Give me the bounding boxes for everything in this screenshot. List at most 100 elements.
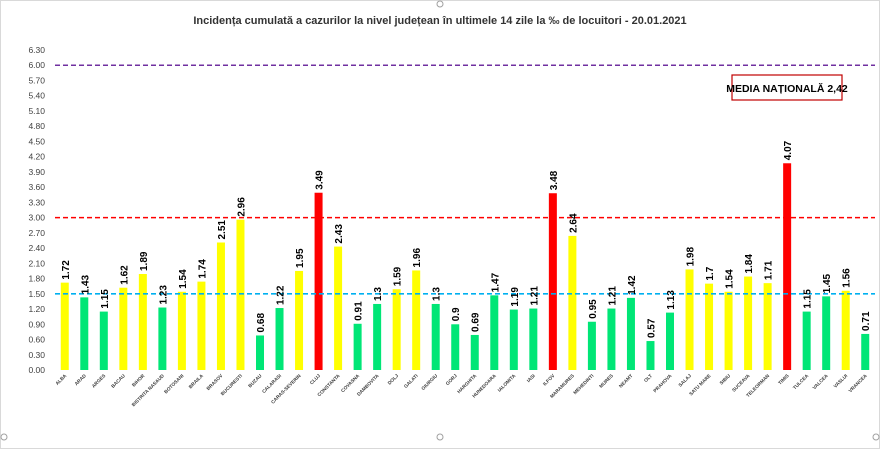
y-tick-label: 4.80 [28, 121, 45, 131]
value-label: 0.57 [646, 318, 657, 338]
value-label: 2.64 [568, 213, 579, 233]
chart-title: Incidența cumulată a cazurilor la nivel … [193, 15, 686, 27]
y-tick-label: 6.00 [28, 60, 45, 70]
value-label: 1.56 [842, 268, 853, 288]
value-label: 1.43 [80, 274, 91, 294]
y-tick-label: 0.30 [28, 350, 45, 360]
x-tick-label: OLT [643, 373, 654, 384]
bar [431, 303, 440, 370]
y-tick-label: 4.20 [28, 152, 45, 162]
bar [138, 274, 147, 370]
value-label: 1.74 [197, 259, 208, 279]
value-label: 1.98 [686, 247, 697, 267]
value-label: 1.84 [744, 254, 755, 274]
bar [685, 269, 694, 370]
value-labels: 1.72 1.43 1.15 1.62 1.89 1.23 1.54 1.74 2.51 2.96… [61, 140, 872, 338]
y-tick-label: 1.50 [28, 289, 45, 299]
bar [158, 307, 167, 370]
y-tick-label: 5.10 [28, 106, 45, 116]
bar [744, 276, 753, 370]
bar [373, 303, 382, 370]
value-label: 2.96 [236, 197, 247, 217]
value-label: 1.23 [158, 285, 169, 305]
bar [275, 308, 284, 370]
bar [626, 297, 635, 370]
resize-handle-bottom-left[interactable] [0, 433, 8, 441]
y-tick-label: 2.70 [28, 228, 45, 238]
value-label: 1.3 [432, 287, 443, 301]
value-label: 1.45 [822, 273, 833, 293]
y-tick-label: 0.00 [28, 365, 45, 375]
value-label: 1.59 [393, 266, 404, 286]
value-label: 1.95 [295, 248, 306, 268]
bar [314, 192, 323, 370]
value-label: 0.91 [354, 301, 365, 321]
value-label: 1.13 [666, 290, 677, 310]
reference-lines [55, 64, 875, 295]
bar [666, 312, 674, 370]
bar [529, 308, 538, 370]
bar [256, 335, 264, 370]
value-label: 1.62 [119, 265, 130, 285]
bar [841, 290, 850, 370]
bar [197, 281, 206, 370]
value-label: 1.21 [607, 286, 618, 306]
bar [392, 289, 401, 370]
bar [548, 193, 557, 370]
bar [470, 334, 479, 370]
y-tick-label: 3.90 [28, 167, 45, 177]
bar [412, 270, 421, 370]
bar [490, 295, 499, 370]
bar [80, 297, 89, 370]
bar [724, 291, 733, 370]
bar [705, 283, 714, 370]
y-tick-label: 5.70 [28, 75, 45, 85]
y-tick-label: 2.10 [28, 258, 45, 268]
value-label: 3.49 [315, 170, 326, 190]
resize-handle-bottom-right[interactable] [872, 433, 880, 441]
y-tick-label: 4.50 [28, 136, 45, 146]
bar [509, 309, 518, 370]
annotation-box [731, 74, 843, 101]
value-label: 1.19 [510, 287, 521, 307]
value-label: 1.71 [764, 260, 775, 280]
value-label: 1.54 [725, 269, 736, 289]
bar [216, 242, 225, 370]
value-label: 4.07 [783, 140, 794, 160]
bar [822, 296, 831, 370]
value-label: 0.69 [471, 312, 482, 332]
value-label: 1.96 [412, 248, 423, 268]
resize-handle-top[interactable] [436, 0, 444, 8]
bars [60, 163, 870, 370]
bar [119, 287, 128, 370]
value-label: 1.89 [139, 251, 150, 271]
bar [451, 324, 460, 370]
bar [99, 311, 108, 370]
value-label: 0.95 [588, 299, 599, 319]
resize-handle-bottom[interactable] [436, 433, 444, 441]
value-label: 1.42 [627, 275, 638, 295]
y-tick-label: 3.00 [28, 213, 45, 223]
y-tick-label: 2.40 [28, 243, 45, 253]
y-tick-label: 3.30 [28, 197, 45, 207]
value-label: 0.71 [861, 311, 872, 331]
value-label: 0.9 [451, 307, 462, 321]
bar [783, 163, 792, 370]
y-tick-label: 6.30 [28, 45, 45, 55]
value-label: 3.48 [549, 170, 560, 190]
value-label: 1.54 [178, 269, 189, 289]
value-label: 1.3 [373, 287, 384, 301]
bar [763, 283, 772, 370]
bar [802, 311, 811, 370]
y-tick-label: 0.60 [28, 335, 45, 345]
x-tick-label: IASI [526, 373, 537, 384]
value-label: 1.21 [529, 286, 540, 306]
value-label: 1.22 [276, 285, 287, 305]
bar [60, 282, 69, 370]
bar [568, 235, 577, 370]
value-label: 1.47 [490, 272, 501, 292]
value-label: 2.51 [217, 220, 228, 240]
national-average-label: MEDIA NAȚIONALĂ 2,42 [726, 82, 848, 95]
y-axis: 0.00 0.30 0.60 0.90 1.20 1.50 1.80 2.10 2.40 2.70… [28, 45, 45, 375]
